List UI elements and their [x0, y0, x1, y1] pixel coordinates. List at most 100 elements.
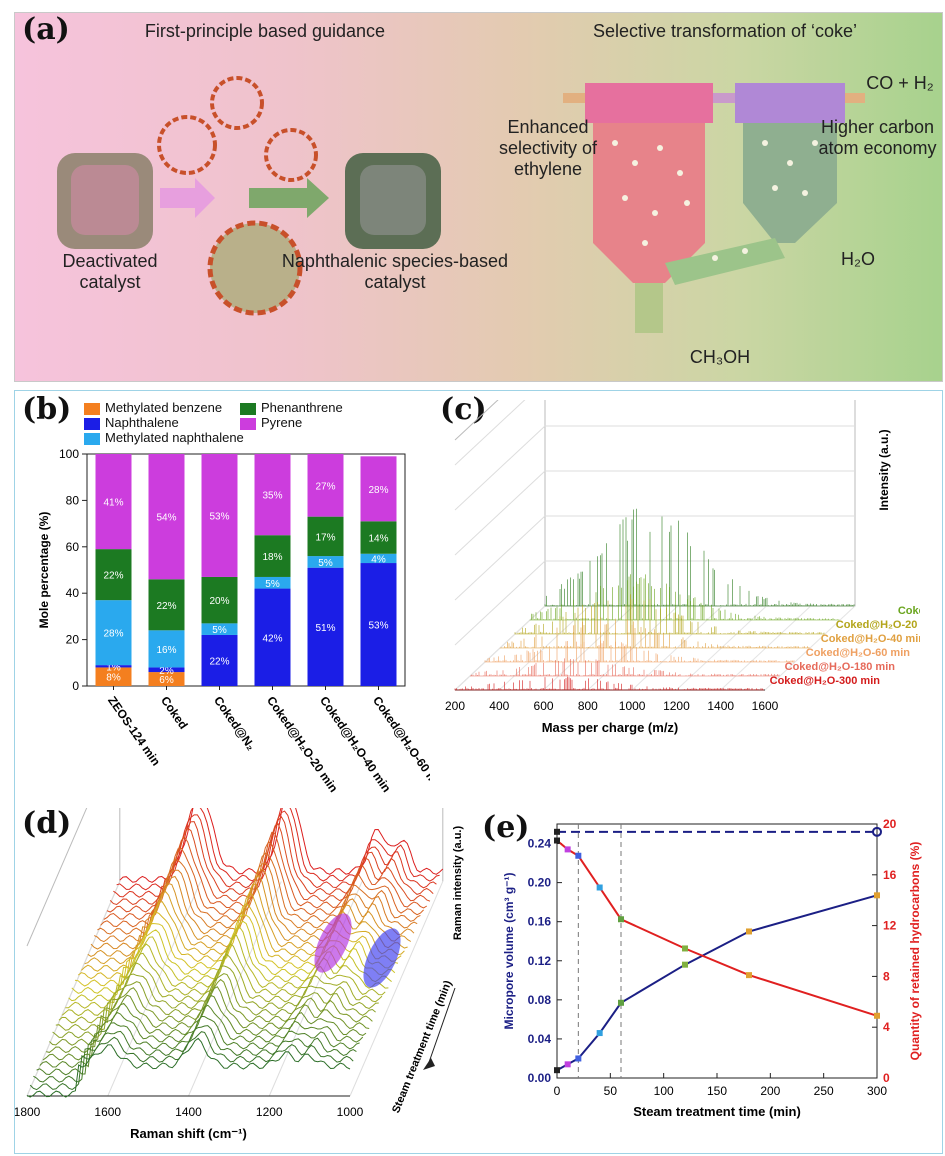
- data-label: 28%: [103, 629, 123, 640]
- data-label: 54%: [156, 513, 176, 524]
- bar-segment: [360, 456, 397, 522]
- bar-segment: [254, 454, 291, 536]
- y-tick-label: 0.04: [528, 1032, 552, 1046]
- data-label: 53%: [368, 621, 388, 632]
- data-label: 35%: [262, 491, 282, 502]
- retained-point: [874, 1012, 880, 1019]
- x-tick-label: 1000: [337, 1105, 364, 1119]
- raman-spectrum: [49, 978, 373, 1046]
- grid-line: [454, 560, 546, 646]
- bar-segment: [95, 454, 132, 550]
- plot-frame: [86, 453, 406, 687]
- x-tick-label: 300: [867, 1084, 887, 1098]
- y-tick-label: 80: [66, 493, 80, 507]
- legend-label: Phenanthrene: [261, 400, 343, 415]
- label-carbon-economy: Higher carbon atom economy: [818, 117, 937, 158]
- series-label: Coked@H₂O-180 min: [785, 661, 896, 673]
- data-label: 6%: [159, 675, 174, 686]
- x-tick-label: 1600: [94, 1105, 121, 1119]
- x-tick-label: Coked: [158, 694, 191, 732]
- bar-segment: [95, 665, 132, 668]
- y-tick-label: 40: [66, 586, 80, 600]
- deactivated-cube-core: [71, 165, 139, 235]
- data-label: 22%: [156, 601, 176, 612]
- y-tick-label: 0.24: [528, 837, 552, 851]
- legend-swatch: [240, 417, 256, 430]
- x-tick-label: ZEOS-124 min: [105, 694, 163, 769]
- reactor-right-top: [735, 83, 845, 123]
- title-first-principle: First-principle based guidance: [144, 21, 386, 41]
- plot-frame: [556, 823, 878, 1079]
- raman-spectrum: [119, 808, 444, 883]
- bar-segment: [201, 576, 238, 624]
- x-tick-label: 1200: [663, 699, 690, 713]
- y2-tick-label: 4: [883, 1020, 890, 1034]
- title-selective-transformation: Selective transformation of ‘coke’: [592, 21, 858, 41]
- side-wall: [454, 400, 546, 691]
- y2-axis-label: Quantity of retained hydrocarbons (%): [908, 842, 922, 1061]
- bar-segment: [307, 454, 344, 517]
- bar-segment: [201, 454, 238, 577]
- raman-spectrum: [52, 973, 376, 1039]
- bar-segment: [148, 667, 185, 673]
- y2-tick-label: 0: [883, 1071, 890, 1085]
- data-label: 4%: [371, 554, 386, 565]
- bar-segment: [95, 600, 132, 666]
- micropore-point: [575, 1055, 582, 1062]
- scheme-panel-a: First-principle based guidance Selective…: [14, 12, 943, 382]
- raman-spectrum: [33, 1025, 357, 1083]
- legend-label: Methylated naphthalene: [105, 430, 244, 445]
- side-wall: [26, 808, 121, 1097]
- micropore-point: [682, 961, 688, 968]
- label-co-h2: CO + H₂: [866, 73, 934, 93]
- y-tick-label: 60: [66, 540, 80, 554]
- legend-swatch: [240, 402, 256, 415]
- spectrum-line: [484, 640, 795, 663]
- time-arrow: [426, 987, 456, 1069]
- data-label: 2%: [159, 666, 174, 677]
- y-tick-label: 0.20: [528, 876, 552, 890]
- retained-line: [556, 839, 878, 1017]
- micropore-point: [564, 1061, 571, 1068]
- reactor-bubbles: [612, 140, 818, 261]
- x-tick-label: 1800: [15, 1105, 41, 1119]
- y-axis-label: Mole percentage (%): [37, 512, 51, 629]
- zeolite-cage-2: [210, 76, 264, 130]
- data-label: 17%: [315, 532, 335, 543]
- reactor-connector: [665, 238, 785, 285]
- data-label: 5%: [265, 579, 280, 590]
- grid-line: [454, 425, 546, 511]
- data-label: 20%: [209, 596, 229, 607]
- y-axis-label: Steam treatment time (min): [390, 979, 454, 1115]
- spectrum-line: [454, 676, 765, 691]
- raman-spectrum: [46, 986, 370, 1054]
- micropore-point: [618, 999, 624, 1006]
- arrow-green: [249, 178, 329, 218]
- raman-spectrum: [36, 1015, 360, 1076]
- y-axis-label: Micropore volume (cm³ g⁻¹): [502, 872, 516, 1029]
- data-label: 22%: [103, 571, 123, 582]
- legend-methylated-benzene: Methylated benzene: [84, 400, 222, 415]
- raman-spectrum: [55, 965, 379, 1031]
- data-label: 42%: [262, 633, 282, 644]
- retained-point: [618, 916, 624, 923]
- series-label: Coked@H₂O-300 min: [770, 675, 881, 687]
- grid-line: [349, 881, 444, 1097]
- y-tick-label: 100: [59, 447, 79, 461]
- reactor-left-body: [593, 123, 705, 283]
- series-label: Coked@N₂: [898, 605, 920, 617]
- grid-line: [454, 470, 546, 556]
- raman-spectra-chart: 1800 1600 1400 1200 1000 Raman shift (cm⁻¹) Ra…: [15, 808, 464, 1141]
- micropore-point: [874, 892, 880, 899]
- data-label: 41%: [103, 498, 123, 509]
- bar-segment: [148, 454, 185, 580]
- y-tick-label: 0: [72, 679, 79, 693]
- y2-tick-label: 20: [883, 817, 897, 831]
- data-label: 22%: [209, 656, 229, 667]
- legend-phenanthrene: Phenanthrene: [240, 400, 343, 415]
- y2-tick-label: 8: [883, 969, 890, 983]
- bar-segment: [307, 556, 344, 568]
- grid-line: [454, 400, 526, 466]
- x-axis-label: Raman shift (cm⁻¹): [130, 1126, 247, 1141]
